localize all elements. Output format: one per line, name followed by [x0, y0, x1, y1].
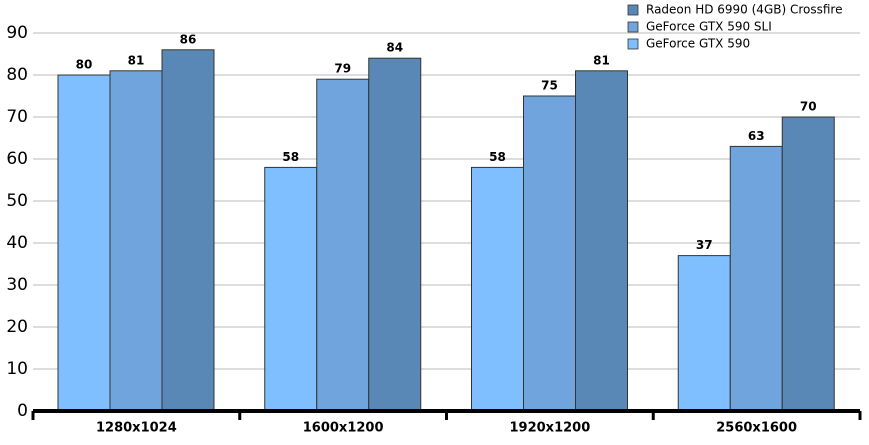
- legend-label: Radeon HD 6990 (4GB) Crossfire: [646, 3, 842, 17]
- y-tick-label: 80: [6, 65, 28, 85]
- bar: [264, 166, 318, 412]
- bar: [677, 255, 731, 412]
- bar: [161, 49, 215, 412]
- legend-swatch: [627, 38, 639, 50]
- bar: [729, 145, 783, 412]
- y-tick-label: 60: [6, 149, 28, 169]
- y-tick-label: 70: [6, 107, 28, 127]
- value-label: 81: [128, 53, 145, 67]
- value-label: 63: [748, 129, 765, 143]
- value-label: 58: [489, 150, 506, 164]
- value-label: 86: [180, 32, 197, 46]
- value-label: 80: [76, 58, 93, 72]
- x-tick-label: 2560x1600: [716, 421, 797, 436]
- y-tick-label: 90: [6, 23, 28, 43]
- x-tick-label: 1280x1024: [96, 421, 177, 436]
- bar: [523, 95, 576, 412]
- legend-label: GeForce GTX 590 SLI: [646, 20, 772, 34]
- value-label: 58: [282, 150, 299, 164]
- y-tick-label: 10: [6, 359, 28, 379]
- value-label: 79: [334, 62, 351, 76]
- value-label: 37: [696, 238, 713, 252]
- value-label: 70: [800, 100, 817, 114]
- y-tick-label: 50: [6, 191, 28, 211]
- value-label: 75: [541, 79, 558, 93]
- legend-label: GeForce GTX 590: [646, 37, 750, 51]
- y-tick-label: 0: [17, 401, 28, 421]
- value-label: 81: [593, 53, 610, 67]
- bar: [368, 57, 422, 412]
- y-tick-label: 40: [6, 233, 28, 253]
- bar: [57, 74, 111, 412]
- value-label: 84: [386, 41, 403, 55]
- legend-swatch: [627, 21, 639, 33]
- bar: [109, 70, 163, 412]
- x-tick-label: 1600x1200: [303, 421, 384, 436]
- bar: [575, 70, 628, 412]
- y-tick-label: 20: [6, 317, 28, 337]
- bar: [471, 166, 524, 412]
- bar: [316, 78, 370, 412]
- y-tick-label: 30: [6, 275, 28, 295]
- legend-swatch: [627, 4, 639, 16]
- x-tick-label: 1920x1200: [510, 421, 591, 436]
- bar: [781, 116, 835, 412]
